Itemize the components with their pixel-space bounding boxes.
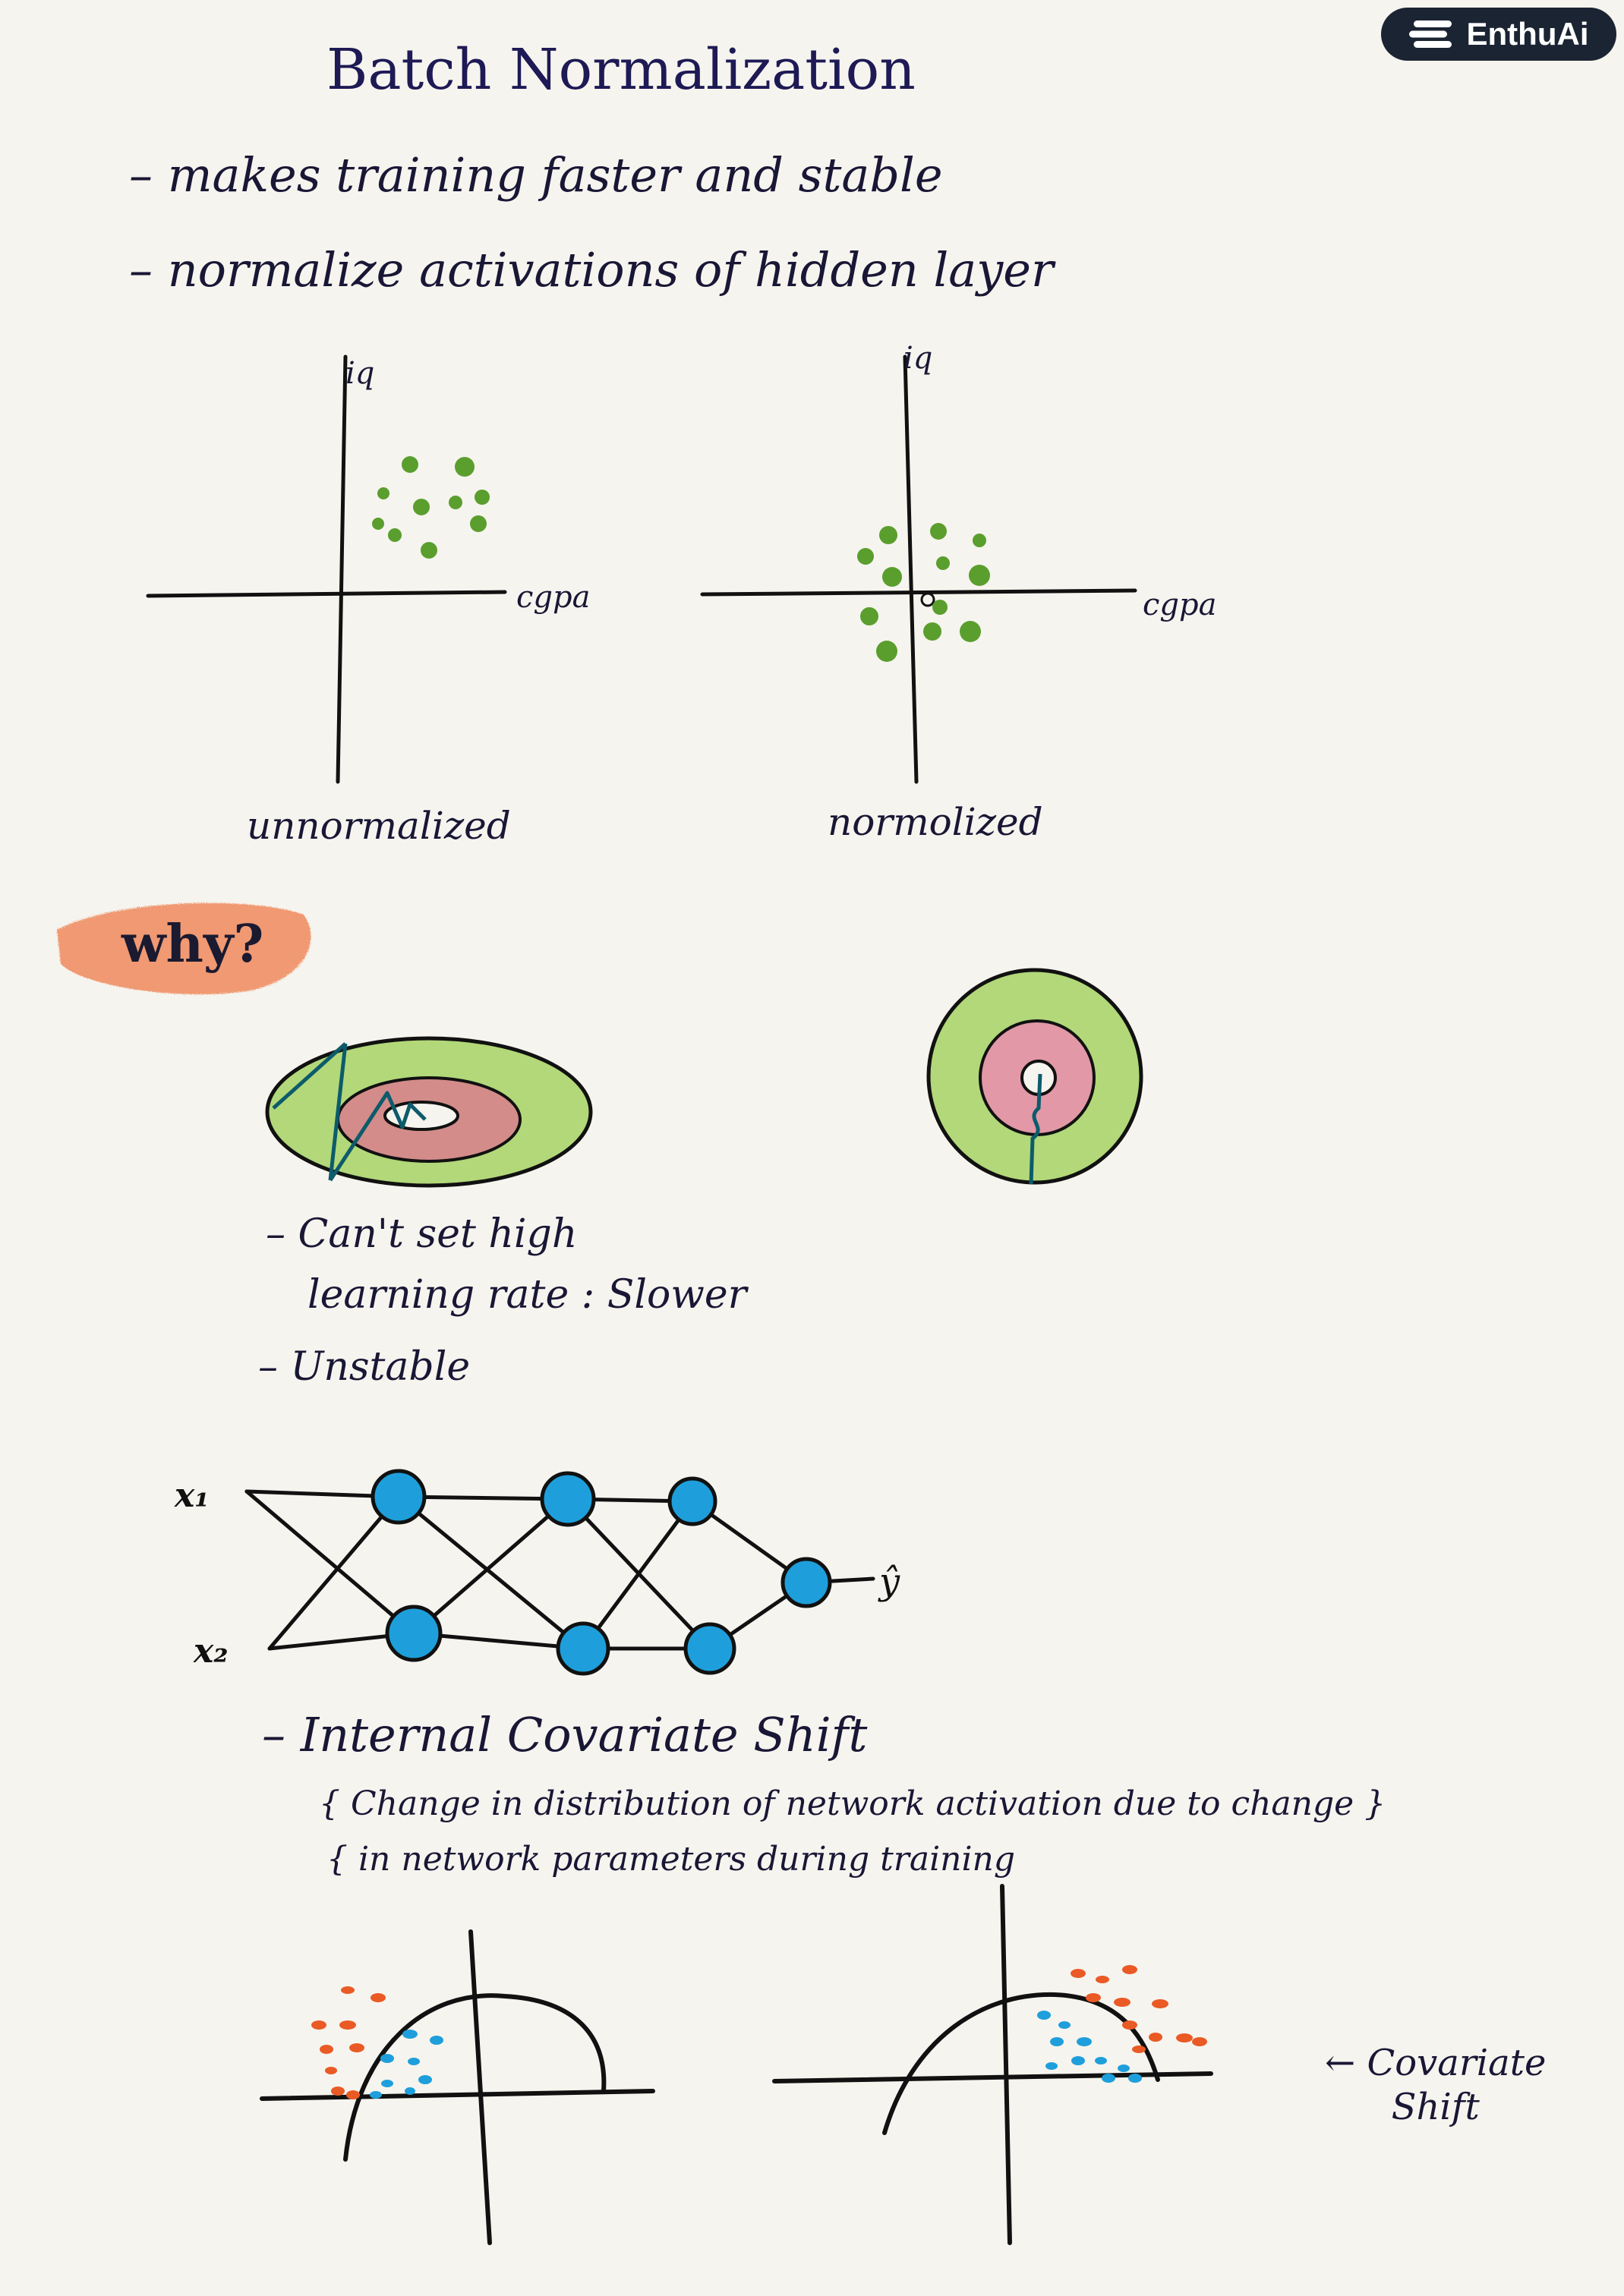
covariate-label-line2: Shift [1391, 2085, 1480, 2128]
unnormalized-caption: unnormalized [247, 804, 511, 848]
hidden-node [667, 1476, 717, 1526]
logo-text: EnthuAi [1466, 16, 1589, 52]
covariate-shift-label: ← Covariate Shift [1325, 2042, 1546, 2129]
output-node [780, 1557, 832, 1608]
normalized-caption: normolized [828, 800, 1043, 844]
covariate-right-points [1037, 1965, 1207, 2083]
x-axis [146, 590, 507, 598]
y-axis-label: iq [345, 356, 374, 391]
input-label-x2: x₂ [193, 1632, 229, 1671]
data-point [377, 487, 389, 499]
data-point [475, 490, 490, 505]
data-point [449, 496, 462, 509]
x-axis [700, 588, 1137, 597]
data-point [879, 526, 897, 544]
y-axis-label: iq [903, 341, 932, 376]
hidden-node [683, 1622, 736, 1675]
note-unstable: – Unstable [258, 1344, 471, 1390]
data-point [936, 556, 950, 570]
data-point [973, 534, 986, 547]
circular-loss-contour [926, 968, 1143, 1185]
data-point [930, 523, 947, 540]
data-point [969, 565, 990, 586]
data-point [857, 548, 874, 565]
gradient-path [1029, 1073, 1042, 1185]
data-point [455, 457, 475, 477]
data-point [388, 528, 402, 542]
stack-icon [1408, 20, 1452, 48]
elongated-loss-contour [265, 1036, 593, 1188]
ics-definition-line2: { in network parameters during training [326, 1840, 1016, 1879]
data-point [372, 518, 384, 530]
scatter-normalized [700, 354, 1137, 784]
note-high-lr: – Can't set high [266, 1211, 578, 1257]
x-axis-label: cgpa [1143, 587, 1216, 622]
hidden-node [556, 1621, 610, 1676]
data-point [402, 456, 418, 473]
data-point [860, 607, 878, 625]
covariate-left-points [311, 1986, 443, 2099]
covariate-plot-right [772, 1884, 1213, 2245]
why-highlight [57, 902, 311, 995]
output-label: ŷ [878, 1561, 900, 1603]
enthuai-logo: EnthuAi [1381, 8, 1616, 61]
data-point [876, 641, 897, 662]
data-point [882, 567, 902, 587]
origin-circle [920, 592, 935, 607]
ics-definition-line1: { Change in distribution of network acti… [319, 1784, 1386, 1823]
data-point [923, 622, 941, 641]
why-label: why? [121, 914, 264, 975]
hidden-node [540, 1471, 596, 1527]
data-point [413, 499, 430, 515]
data-point [932, 600, 948, 615]
scatter-right-points [857, 523, 990, 662]
ics-heading: – Internal Covariate Shift [262, 1707, 868, 1762]
hidden-node [371, 1469, 427, 1525]
gradient-path [272, 1042, 427, 1182]
network-nodes [371, 1469, 832, 1676]
scatter-unnormalized [146, 354, 507, 784]
y-axis [336, 354, 348, 784]
bullet-normalize: – normalize activations of hidden layer [129, 242, 1054, 298]
y-axis [903, 354, 919, 784]
covariate-plot-left [260, 1929, 655, 2245]
scatter-left-points [372, 456, 490, 559]
covariate-label-line1: ← Covariate [1325, 2042, 1547, 2084]
hidden-node [385, 1605, 443, 1662]
page-title: Batch Normalization [326, 37, 916, 102]
bullet-training: – makes training faster and stable [129, 147, 943, 203]
note-slower: learning rate : Slower [307, 1272, 747, 1318]
x-axis-label: cgpa [516, 580, 590, 615]
input-label-x1: x₁ [174, 1476, 210, 1515]
data-point [421, 542, 437, 559]
data-point [470, 515, 487, 532]
data-point [960, 621, 981, 642]
